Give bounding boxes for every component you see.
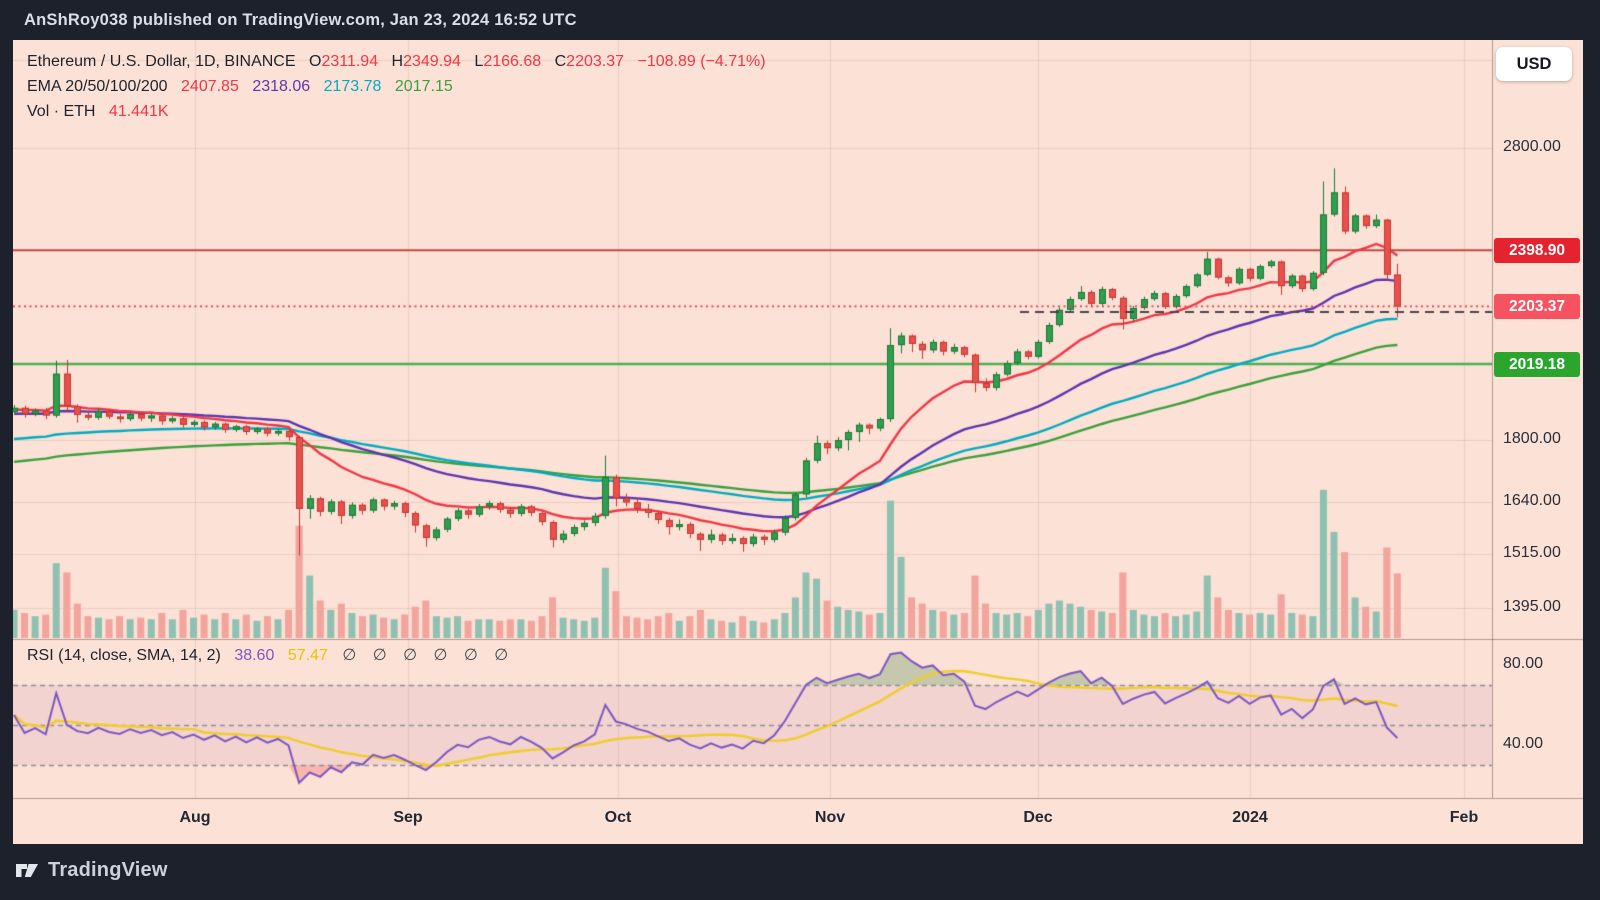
ema50-value: 2318.06 (252, 78, 311, 95)
tradingview-brand[interactable]: TradingView (14, 857, 168, 883)
time-axis-label: Feb (1449, 809, 1479, 826)
price-level-badge: 2398.90 (1494, 238, 1580, 263)
price-tick: 40.00 (1503, 735, 1544, 752)
tradingview-logo-icon (16, 864, 38, 877)
time-axis-label: Dec (1023, 809, 1053, 826)
price-tick: 80.00 (1503, 655, 1544, 672)
time-axis-label: Sep (393, 809, 423, 826)
rsi-label: RSI (14, close, SMA, 14, 2) (27, 647, 221, 664)
ohlc-high-label: H (391, 53, 404, 70)
time-axis[interactable]: Aug Sep Oct Nov Dec 2024 Feb (13, 798, 1583, 844)
ohlc-open-label: O (308, 53, 322, 70)
time-axis-label: Nov (814, 809, 846, 826)
volume-value: 41.441K (108, 103, 169, 120)
rsi-flags: ∅ ∅ ∅ ∅ ∅ ∅ (342, 647, 515, 664)
price-level-badge: 2203.37 (1494, 294, 1580, 319)
ohlc-low-label: L (474, 53, 484, 70)
ema-label: EMA 20/50/100/200 (27, 78, 168, 95)
time-axis-label: Aug (179, 809, 211, 826)
price-level-badge: 2019.18 (1494, 352, 1580, 377)
ohlc-high-value: 2349.94 (403, 53, 461, 70)
price-tick: 1395.00 (1503, 598, 1561, 615)
price-tick: 1515.00 (1503, 544, 1561, 561)
price-chart-canvas[interactable] (13, 40, 1583, 844)
ohlc-close-value: 2203.37 (566, 53, 625, 70)
rsi-sma-value: 57.47 (287, 647, 328, 664)
price-axis[interactable]: USD 2800.00 1800.00 1640.00 1515.00 1395.00 8… (1492, 40, 1583, 798)
price-tick: 1800.00 (1503, 430, 1561, 447)
rsi-value: 38.60 (234, 647, 275, 664)
footer-bar: TradingView (0, 844, 1600, 900)
rsi-legend-row[interactable]: RSI (14, close, SMA, 14, 2) 38.60 57.47 … (27, 644, 514, 668)
ema20-value: 2407.85 (181, 78, 239, 95)
ohlc-open-value: 2311.94 (321, 53, 379, 70)
time-axis-label: Oct (604, 809, 632, 826)
symbol-legend-row[interactable]: Ethereum / U.S. Dollar, 1D, BINANCE O231… (27, 49, 766, 74)
time-axis-label: 2024 (1232, 809, 1268, 826)
ohlc-close-label: C (554, 53, 567, 70)
symbol-title: Ethereum / U.S. Dollar, 1D, BINANCE (27, 53, 296, 70)
chart-area[interactable]: Ethereum / U.S. Dollar, 1D, BINANCE O231… (13, 40, 1583, 844)
symbol-legend: Ethereum / U.S. Dollar, 1D, BINANCE O231… (27, 49, 766, 124)
ema100-value: 2173.78 (323, 78, 382, 95)
currency-button[interactable]: USD (1496, 47, 1572, 81)
change-value: −108.89 (−4.71%) (637, 53, 766, 70)
ohlc-low-value: 2166.68 (483, 53, 542, 70)
tradingview-brand-text: TradingView (48, 858, 168, 881)
price-tick: 2800.00 (1503, 138, 1561, 155)
volume-legend-row[interactable]: Vol · ETH 41.441K (27, 99, 766, 124)
ema200-value: 2017.15 (394, 78, 453, 95)
volume-label: Vol · ETH (27, 103, 96, 120)
publish-bar: AnShRoy038 published on TradingView.com,… (0, 0, 1600, 40)
publish-text: AnShRoy038 published on TradingView.com,… (24, 11, 577, 29)
price-tick: 1640.00 (1503, 492, 1561, 509)
ema-legend-row[interactable]: EMA 20/50/100/200 2407.85 2318.06 2173.7… (27, 74, 766, 99)
